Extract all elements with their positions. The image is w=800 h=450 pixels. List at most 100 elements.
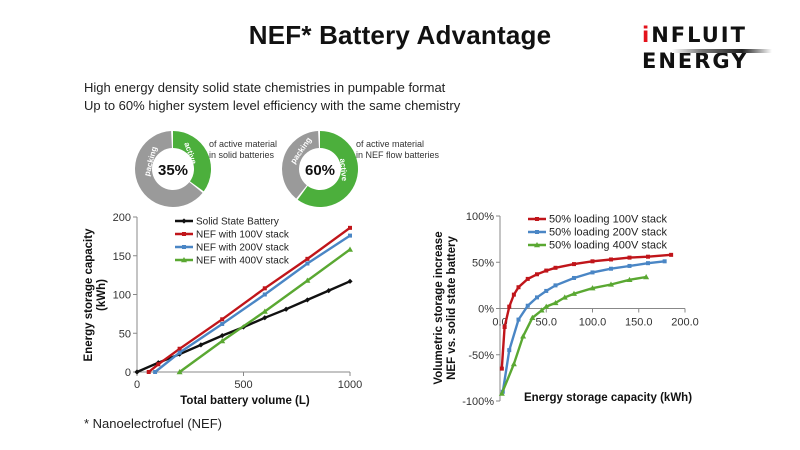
x-tick-label: 50.0 xyxy=(536,317,557,329)
donut-nef-batteries: 60% active packing xyxy=(282,131,358,207)
series-nef-with-100v-stack xyxy=(146,225,352,374)
logo-red-i: i xyxy=(642,23,652,47)
legend-entry: 50% loading 200V stack xyxy=(528,227,668,239)
legend-entry: NEF with 400V stack xyxy=(175,256,290,267)
y-tick-label: 50% xyxy=(472,257,494,269)
donut-gray-arc xyxy=(282,131,319,199)
y-tick-label: 0% xyxy=(478,304,494,316)
legend-entry: NEF with 100V stack xyxy=(175,230,290,241)
data-point-marker xyxy=(261,308,268,314)
data-point-marker xyxy=(538,307,545,313)
y-tick-label: 200 xyxy=(113,212,131,224)
y-tick-label: -50% xyxy=(468,350,494,362)
data-point-marker xyxy=(669,252,674,257)
series-nef-with-200v-stack xyxy=(153,233,352,374)
data-point-marker xyxy=(525,303,530,308)
y-axis-title: (kWh) xyxy=(96,279,108,311)
data-point-marker xyxy=(516,317,521,322)
data-point-marker xyxy=(643,274,650,280)
donut-green-arc xyxy=(297,131,358,207)
x-tick-label: 150.0 xyxy=(625,317,653,329)
legend-entry: Solid State Battery xyxy=(175,217,279,228)
donut-green-arc xyxy=(173,131,211,192)
data-point-marker xyxy=(552,299,559,306)
data-point-marker xyxy=(535,272,539,277)
data-point-marker xyxy=(529,314,536,320)
donut-center xyxy=(153,149,193,189)
data-point-marker xyxy=(646,261,650,266)
data-point-marker xyxy=(590,259,595,264)
data-point-marker xyxy=(153,370,158,374)
donut-caption-nef: of active material in NEF flow batteries xyxy=(356,139,439,161)
y-tick-label: 50 xyxy=(119,328,131,340)
legend-label: 50% loading 100V stack xyxy=(549,214,668,226)
y-axis-title: Energy storage capacity xyxy=(83,228,95,362)
data-point-marker xyxy=(543,303,550,309)
data-point-marker xyxy=(348,233,352,238)
bullet-efficiency: Up to 60% higher system level efficiency… xyxy=(84,98,461,113)
x-tick-label: 200.0 xyxy=(671,317,699,329)
logo-brush-streak xyxy=(672,49,772,53)
data-point-marker xyxy=(181,218,187,224)
donut-value-label: 35% xyxy=(158,162,188,179)
donut-caption-line: in NEF flow batteries xyxy=(356,150,440,160)
logo-line-1: iNFLUIT xyxy=(642,22,772,48)
series-nef-with-400v-stack xyxy=(176,246,353,375)
chart-capacity-vs-volume: 0 50 100 150 200 0 500 1000 Total battery volume… xyxy=(83,212,362,407)
x-axis-title: Energy storage capacity (kWh) xyxy=(524,392,692,404)
data-point-marker xyxy=(589,285,596,291)
x-tick-label: 0 xyxy=(134,379,140,391)
data-point-marker xyxy=(507,348,512,353)
y-tick-label: -100% xyxy=(462,396,494,408)
data-point-marker xyxy=(177,350,182,355)
series-line xyxy=(500,253,672,369)
data-point-marker xyxy=(198,342,204,348)
legend-label: NEF with 100V stack xyxy=(196,230,290,241)
data-point-marker xyxy=(520,333,527,339)
donut-gray-arc xyxy=(135,131,203,207)
x-tick-label: 100.0 xyxy=(579,317,607,329)
data-point-marker xyxy=(609,257,613,262)
legend-entry: 50% loading 400V stack xyxy=(528,240,668,252)
data-point-marker xyxy=(502,325,507,329)
data-point-marker xyxy=(535,295,539,300)
series-50-loading-400v-stack xyxy=(498,274,650,396)
legend-label: Solid State Battery xyxy=(196,217,279,228)
data-point-marker xyxy=(511,292,516,297)
logo-line-1-rest: NFLUIT xyxy=(651,23,747,47)
x-tick-label: 500 xyxy=(234,379,252,391)
data-point-marker xyxy=(134,369,140,375)
legend-label: 50% loading 400V stack xyxy=(549,240,668,252)
data-point-marker xyxy=(326,288,332,294)
donut-caption-line: in solid batteries xyxy=(209,150,275,160)
data-point-marker xyxy=(535,217,539,221)
data-point-marker xyxy=(572,275,576,280)
series-line xyxy=(154,234,351,373)
data-point-marker xyxy=(626,276,633,283)
data-point-marker xyxy=(571,290,577,296)
data-point-marker xyxy=(553,265,558,270)
y-axis-title: Volumetric storage increase xyxy=(433,231,445,384)
data-point-marker xyxy=(182,232,186,236)
footnote: * Nanoelectrofuel (NEF) xyxy=(84,416,222,431)
data-point-marker xyxy=(535,230,539,234)
data-point-marker xyxy=(627,255,632,260)
data-point-marker xyxy=(262,286,267,291)
data-point-marker xyxy=(262,292,267,297)
data-point-marker xyxy=(544,268,549,273)
y-tick-label: 0 xyxy=(125,367,131,379)
data-point-marker xyxy=(507,304,512,309)
y-tick-label: 100% xyxy=(466,211,494,223)
data-point-marker xyxy=(499,366,504,371)
data-point-marker xyxy=(608,281,614,287)
data-point-marker xyxy=(646,254,650,259)
data-point-marker xyxy=(304,277,311,283)
donut-caption-line: of active material xyxy=(356,139,425,149)
donut-solid-batteries: 35% active packing xyxy=(135,131,211,207)
data-point-marker xyxy=(609,266,613,271)
data-point-marker xyxy=(662,259,667,264)
data-point-marker xyxy=(627,263,632,268)
data-point-marker xyxy=(553,283,558,288)
data-point-marker xyxy=(348,225,352,230)
y-tick-label: 100 xyxy=(113,290,131,302)
